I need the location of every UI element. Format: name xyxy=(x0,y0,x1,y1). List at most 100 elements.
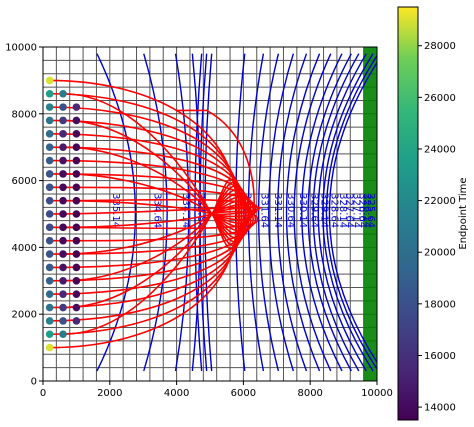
colorbar-tick-label: 26000 xyxy=(424,93,456,104)
endpoint-marker xyxy=(72,236,81,245)
endpoint-marker xyxy=(59,236,67,245)
pathline xyxy=(63,213,213,282)
y-tick-label: 0 xyxy=(31,377,37,388)
endpoint-marker xyxy=(59,277,67,285)
x-axis: 0 2000 4000 6000 8000 10000 xyxy=(40,381,393,399)
contour-line xyxy=(328,61,377,364)
pathline xyxy=(63,119,213,215)
endpoint-marker xyxy=(59,303,67,312)
endpoint-marker xyxy=(59,143,67,151)
y-tick-label: 4000 xyxy=(12,243,37,254)
pathline xyxy=(49,186,257,221)
endpoint-marker xyxy=(59,103,67,111)
endpoint-marker xyxy=(59,183,67,192)
endpoint-marker xyxy=(72,223,81,232)
endpoint-marker xyxy=(45,250,54,258)
contour-line xyxy=(268,53,295,372)
colorbar-gradient xyxy=(397,6,419,421)
endpoint-marker xyxy=(45,89,54,98)
endpoint-marker xyxy=(72,170,81,178)
endpoint-marker xyxy=(59,330,67,339)
endpoint-marker xyxy=(45,116,54,125)
endpoint-marker xyxy=(59,170,67,178)
endpoint-marker xyxy=(59,130,67,138)
endpoint-marker xyxy=(72,183,81,192)
endpoint-marker xyxy=(59,196,67,205)
pathline xyxy=(49,159,252,228)
endpoint-marker xyxy=(45,103,54,111)
contour-label: 330.14 xyxy=(297,193,308,228)
pathline xyxy=(63,213,213,255)
pathline xyxy=(63,146,213,215)
endpoint-marker xyxy=(45,170,54,178)
contour-line xyxy=(301,53,343,372)
endpoint-marker xyxy=(72,303,81,312)
contour-line xyxy=(194,53,203,372)
pathline xyxy=(49,173,254,224)
contour-label: 326.64 xyxy=(356,193,367,228)
contour-line xyxy=(285,53,321,372)
x-tick-label: 8000 xyxy=(297,388,322,399)
endpoint-marker xyxy=(59,116,67,125)
endpoint-marker xyxy=(72,130,81,138)
colorbar-tick-label: 20000 xyxy=(424,248,456,259)
pathline xyxy=(49,196,250,282)
endpoint-marker xyxy=(72,277,81,285)
endpoint-marker xyxy=(72,290,81,298)
endpoint-marker xyxy=(59,156,67,165)
endpoint-marker xyxy=(45,236,54,245)
contour-label: 328.14 xyxy=(337,193,348,228)
contour-label: 329.64 xyxy=(309,193,320,228)
head-contours xyxy=(96,53,377,372)
contour-label: 328.64 xyxy=(329,193,340,228)
pathlines xyxy=(49,79,261,349)
contour-label: 327.14 xyxy=(350,193,361,228)
y-tick-label: 10000 xyxy=(5,43,37,54)
endpoint-marker xyxy=(72,143,81,151)
endpoint-marker xyxy=(45,317,54,325)
model-grid xyxy=(43,47,377,381)
endpoint-marker xyxy=(72,196,81,205)
pathline xyxy=(49,182,240,336)
pathline xyxy=(63,213,213,336)
endpoint-marker xyxy=(72,156,81,165)
plot-frame xyxy=(42,46,378,382)
endpoint-marker xyxy=(72,103,81,111)
contour-line xyxy=(322,53,374,372)
pathline xyxy=(49,119,245,239)
contour-line xyxy=(307,53,352,372)
x-tick-label: 6000 xyxy=(231,388,256,399)
plot-content: 335.14 334.64 334.14 333.64 332.14 331.64 331.… xyxy=(43,47,377,381)
colorbar-tick-label: 28000 xyxy=(424,41,456,52)
pathline xyxy=(49,198,259,218)
contour-line xyxy=(293,53,332,372)
endpoint-marker xyxy=(59,223,67,232)
pathline xyxy=(49,189,245,309)
colorbar-tick-label: 24000 xyxy=(424,144,456,155)
endpoint-marker xyxy=(45,343,54,352)
pathline xyxy=(63,213,212,229)
colorbar-tick-label: 14000 xyxy=(424,403,456,414)
endpoint-marker xyxy=(59,210,67,218)
colorbar: 14000 16000 18000 20000 22000 24000 26000 28000… xyxy=(397,6,469,421)
contour-label: 325.64 xyxy=(365,193,376,228)
endpoint-marker xyxy=(72,317,81,325)
pathline xyxy=(63,213,213,309)
endpoint-marker xyxy=(45,263,54,272)
endpoints xyxy=(45,76,81,352)
contour-label: 335.14 xyxy=(110,193,121,228)
endpoint-marker xyxy=(45,303,54,312)
endpoint-marker xyxy=(72,210,81,218)
colorbar-label: Endpoint Time xyxy=(458,177,469,249)
contour-label: 331.64 xyxy=(258,193,269,228)
pathline xyxy=(63,92,213,215)
endpoint-marker xyxy=(72,116,81,125)
x-tick-label: 10000 xyxy=(361,388,393,399)
contour-labels: 335.14 334.64 334.14 333.64 332.14 331.64 331.… xyxy=(110,193,376,228)
endpoint-marker xyxy=(59,250,67,258)
colorbar-tick-label: 18000 xyxy=(424,299,456,310)
endpoint-marker xyxy=(45,183,54,192)
contour-line xyxy=(143,53,168,372)
contour-line xyxy=(204,53,213,372)
